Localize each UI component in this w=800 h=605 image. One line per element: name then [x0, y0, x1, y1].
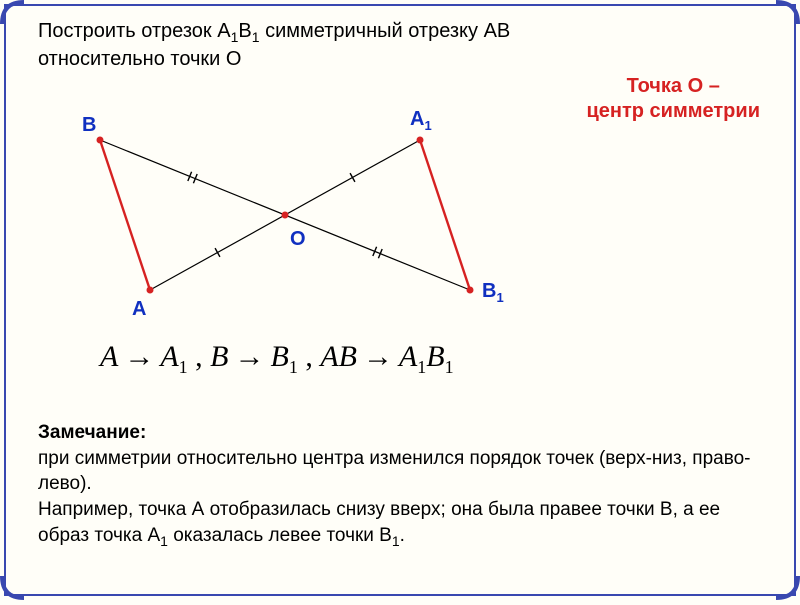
corner-ornament — [0, 0, 24, 24]
remark-text: Замечание: при симметрии относительно це… — [38, 420, 762, 550]
problem-statement: Построить отрезок А1В1 симметричный отре… — [38, 18, 510, 72]
point-label: В — [82, 114, 96, 137]
corner-ornament — [0, 576, 24, 600]
point-label: А — [132, 298, 146, 321]
geometry-diagram: АВОА1В1 — [40, 100, 560, 310]
mapping-notation: A→A1 , B→B1 , AB→A1B1 — [100, 340, 454, 378]
corner-ornament — [776, 576, 800, 600]
point-label: О — [290, 228, 306, 251]
corner-ornament — [776, 0, 800, 24]
center-of-symmetry-label: Точка О –центр симметрии — [586, 74, 760, 124]
point-label: А1 — [410, 108, 432, 133]
point-label: В1 — [482, 280, 504, 305]
